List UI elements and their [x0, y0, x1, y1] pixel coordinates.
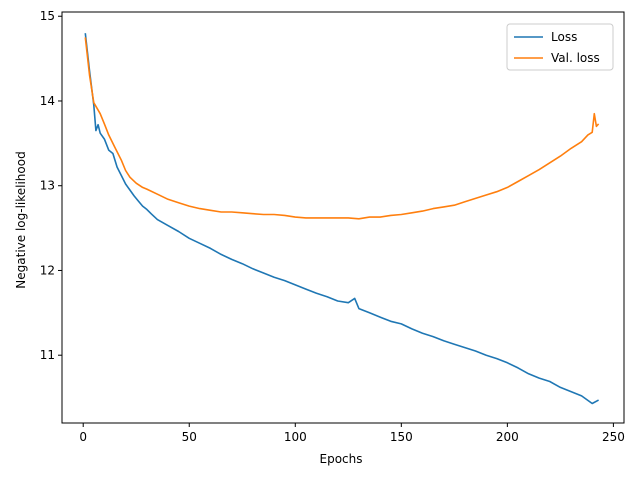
x-tick-label: 250: [602, 430, 625, 444]
x-tick-label: 200: [496, 430, 519, 444]
series-lines: [84, 33, 600, 405]
y-tick-label: 14: [40, 94, 55, 108]
x-tick-label: 50: [182, 430, 197, 444]
x-tick-label: 100: [284, 430, 307, 444]
plot-frame: [61, 11, 625, 424]
x-tick-label: 0: [79, 430, 87, 444]
y-axis-label: Negative log-likelihood: [14, 151, 28, 288]
series-line-val-loss: [84, 37, 600, 220]
legend-label-loss: Loss: [551, 30, 577, 44]
x-axis-ticks: 0 50 100 150 200 250: [79, 423, 625, 444]
legend-label-val-loss: Val. loss: [551, 51, 600, 65]
series-line-loss: [84, 33, 599, 405]
x-tick-label: 150: [390, 430, 413, 444]
x-axis-label: Epochs: [320, 452, 363, 466]
legend: Loss Val. loss: [506, 23, 614, 71]
y-tick-label: 12: [40, 263, 55, 277]
y-tick-label: 15: [40, 9, 55, 23]
y-axis-ticks: 11 12 13 14 15: [40, 9, 62, 362]
y-tick-label: 13: [40, 179, 55, 193]
y-tick-label: 11: [40, 348, 55, 362]
